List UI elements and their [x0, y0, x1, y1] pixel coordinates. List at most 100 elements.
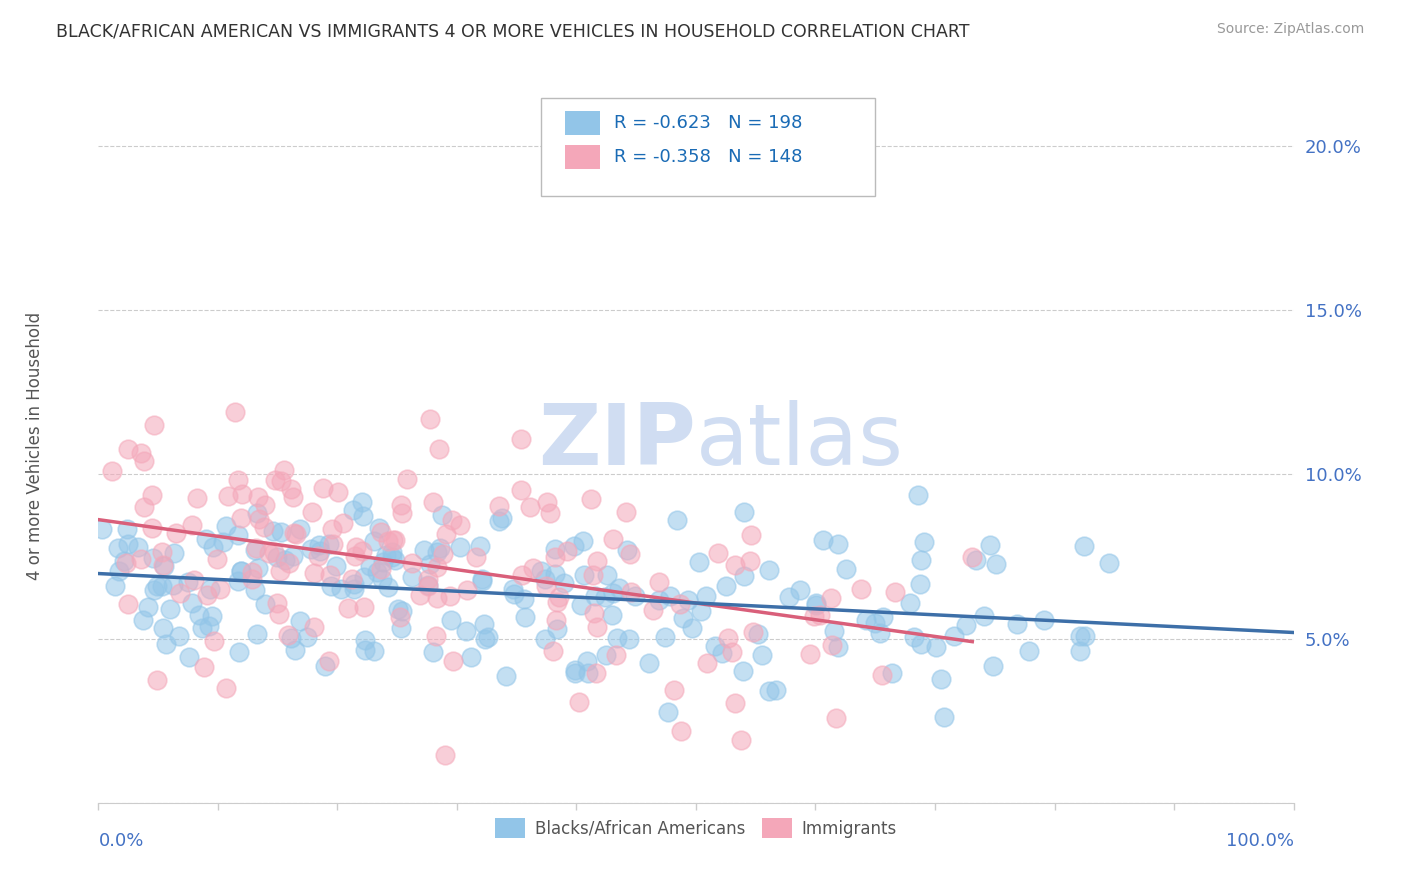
- Point: [512, 567, 534, 582]
- Point: [253, 498, 276, 512]
- Point: [472, 617, 495, 632]
- Point: [600, 608, 623, 623]
- Point: [912, 534, 935, 549]
- Point: [471, 572, 494, 586]
- Point: [409, 588, 432, 602]
- Point: [824, 711, 846, 725]
- Point: [117, 442, 139, 457]
- Point: [607, 581, 630, 595]
- Point: [572, 568, 595, 582]
- Point: [619, 585, 641, 599]
- Point: [689, 604, 711, 618]
- Point: [432, 547, 454, 561]
- Point: [835, 561, 858, 575]
- Point: [129, 552, 152, 566]
- Point: [228, 645, 250, 659]
- Point: [546, 623, 568, 637]
- Point: [614, 505, 637, 519]
- Point: [562, 539, 585, 553]
- Point: [127, 540, 149, 554]
- Point: [215, 681, 238, 695]
- Point: [654, 630, 676, 644]
- Point: [342, 502, 364, 516]
- Point: [273, 463, 295, 477]
- Point: [429, 541, 451, 555]
- Point: [488, 500, 510, 514]
- Point: [141, 488, 163, 502]
- Point: [419, 412, 441, 426]
- Point: [152, 558, 174, 573]
- Point: [546, 613, 568, 627]
- Point: [433, 748, 456, 763]
- Point: [439, 589, 461, 603]
- Point: [155, 637, 177, 651]
- Point: [638, 656, 661, 670]
- Point: [142, 550, 165, 565]
- Point: [193, 660, 215, 674]
- Point: [934, 709, 956, 723]
- Point: [231, 565, 253, 579]
- Point: [724, 558, 747, 572]
- Point: [205, 552, 228, 566]
- Point: [872, 609, 894, 624]
- Point: [778, 591, 800, 605]
- Point: [681, 621, 703, 635]
- Point: [579, 491, 602, 506]
- Point: [955, 618, 977, 632]
- Point: [870, 668, 893, 682]
- Point: [569, 599, 592, 613]
- Point: [132, 453, 155, 467]
- Point: [297, 630, 319, 644]
- Point: [318, 567, 340, 582]
- Point: [117, 597, 139, 611]
- Point: [803, 608, 825, 623]
- Point: [488, 514, 510, 528]
- Point: [322, 536, 344, 550]
- Point: [962, 549, 984, 564]
- Point: [202, 633, 225, 648]
- Point: [742, 625, 765, 640]
- Point: [564, 665, 586, 680]
- Point: [389, 621, 412, 635]
- Point: [246, 561, 269, 575]
- Point: [502, 587, 524, 601]
- Point: [391, 604, 413, 618]
- Point: [253, 520, 276, 534]
- Point: [325, 558, 347, 573]
- Point: [299, 542, 322, 557]
- Point: [869, 626, 891, 640]
- Point: [212, 534, 235, 549]
- Point: [363, 534, 385, 549]
- Point: [460, 649, 482, 664]
- Point: [114, 554, 136, 568]
- Point: [576, 665, 599, 680]
- Point: [167, 629, 190, 643]
- Point: [519, 500, 541, 514]
- Point: [617, 632, 640, 647]
- Point: [740, 528, 762, 542]
- Point: [262, 524, 284, 538]
- Point: [377, 534, 399, 549]
- Point: [350, 544, 373, 558]
- Point: [162, 578, 184, 592]
- Point: [267, 607, 290, 622]
- Point: [288, 614, 311, 628]
- Point: [107, 541, 129, 555]
- Point: [468, 539, 491, 553]
- Point: [134, 500, 156, 514]
- Point: [177, 650, 200, 665]
- Point: [332, 516, 354, 530]
- Point: [477, 630, 499, 644]
- Point: [343, 576, 366, 591]
- Point: [456, 582, 478, 597]
- Point: [201, 609, 224, 624]
- Point: [643, 603, 665, 617]
- Point: [733, 569, 755, 583]
- Point: [141, 521, 163, 535]
- Point: [198, 582, 221, 597]
- Point: [907, 488, 929, 502]
- Point: [536, 578, 558, 592]
- Point: [330, 582, 353, 597]
- Point: [91, 522, 114, 536]
- Point: [751, 648, 773, 662]
